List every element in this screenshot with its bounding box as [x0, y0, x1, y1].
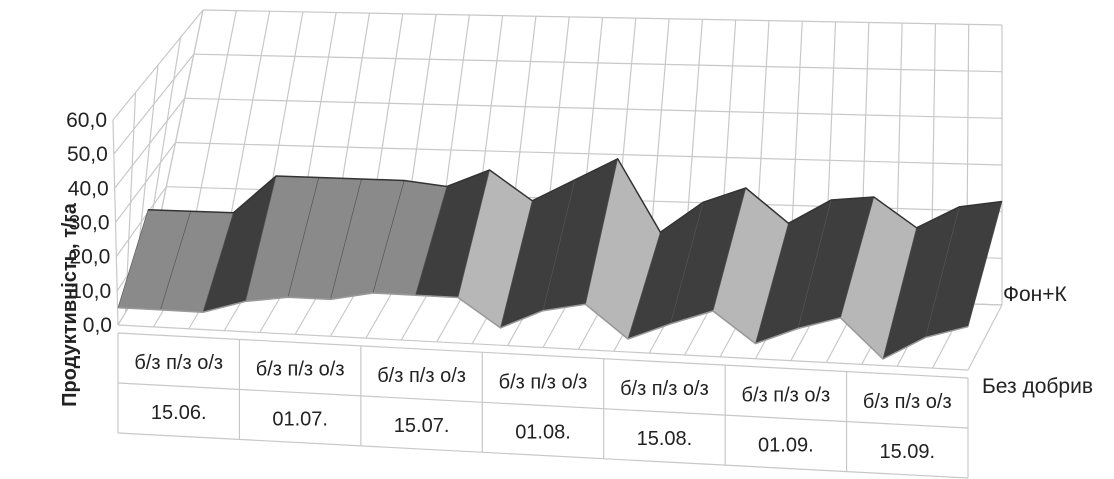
side-wall-gridline-v — [124, 92, 137, 313]
category-box-line — [117, 332, 969, 379]
back-wall-gridline-h — [193, 53, 1003, 73]
back-wall-gridline-h — [175, 141, 1003, 166]
subcategory-labels: б/з п/з о/з — [620, 378, 709, 400]
series-line-bez-dobryv — [117, 292, 969, 360]
data-surface — [117, 157, 1003, 360]
y-axis-ticks: 0,0 10,0 20,0 30,0 40,0 50,0 60,0 — [66, 109, 112, 337]
subcategory-labels: б/з п/з о/з — [134, 352, 223, 374]
subcategory-labels: б/з п/з о/з — [256, 359, 345, 381]
y-tick-label: 40,0 — [68, 177, 109, 200]
depth-label-bez-dobryv: Без добрив — [982, 375, 1093, 398]
subcategory-labels: б/з п/з о/з — [377, 365, 466, 387]
back-wall-gridline-h — [184, 97, 1003, 119]
subcategory-labels: б/з п/з о/з — [863, 391, 952, 413]
subcategory-labels: б/з п/з о/з — [742, 384, 831, 406]
group-date-label: 15.07. — [394, 415, 450, 437]
group-date-label: 15.09. — [879, 441, 935, 463]
subcategory-labels: б/з п/з о/з — [499, 372, 588, 394]
category-box-line — [117, 382, 969, 429]
y-tick-label: 60,0 — [66, 109, 107, 132]
category-axis: б/з п/з о/з 15.06. б/з п/з о/з 01.07. б/з п/… — [117, 332, 969, 479]
category-box-line — [117, 432, 969, 479]
group-date-label: 01.07. — [272, 409, 328, 431]
y-tick-label: 10,0 — [70, 280, 111, 303]
y-axis-label: Продуктивність, т/га — [59, 202, 81, 407]
back-wall-gridline-h — [202, 9, 1003, 26]
y-tick-label: 50,0 — [67, 143, 108, 166]
y-tick-label: 30,0 — [69, 212, 110, 235]
floor-gridline — [967, 304, 1003, 371]
group-date-label: 15.08. — [637, 428, 693, 450]
group-date-label: 01.09. — [758, 434, 814, 456]
depth-label-fon-k: Фон+К — [1003, 283, 1068, 306]
y-tick-label: 0,0 — [83, 314, 112, 337]
group-date-label: 01.08. — [515, 422, 571, 444]
floor-front-edge — [117, 324, 969, 371]
series-line-fon-k — [147, 157, 1003, 234]
y-tick-label: 20,0 — [69, 246, 110, 269]
side-wall-gridline-v — [112, 119, 119, 326]
group-date-label: 15.06. — [151, 402, 207, 424]
